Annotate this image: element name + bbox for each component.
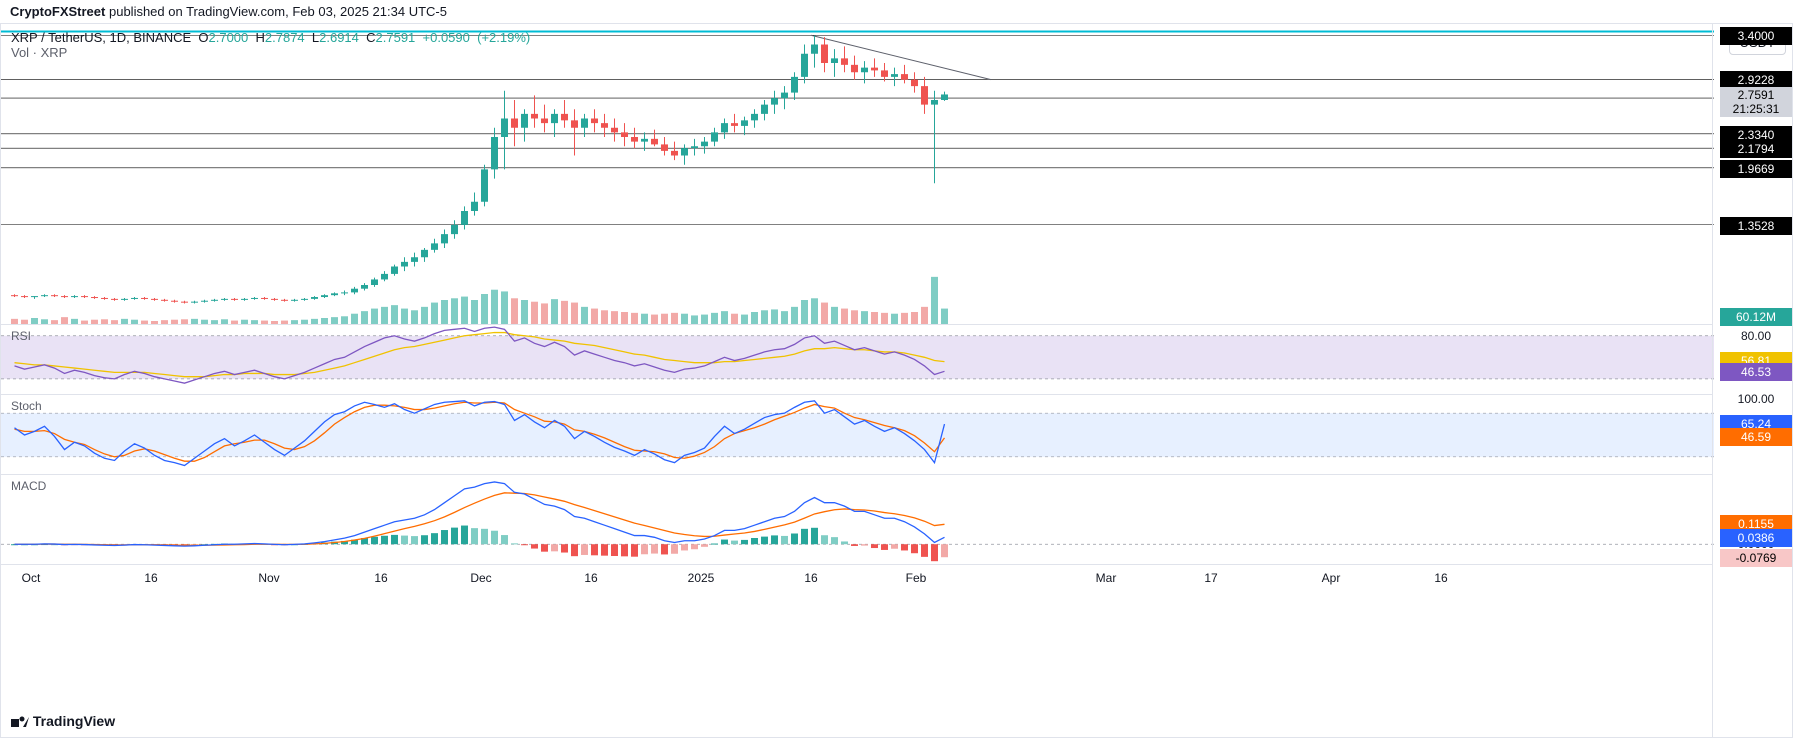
symbol-legend: XRP / TetherUS, 1D, BINANCE O2.7000 H2.7… [11,30,530,60]
rsi-pane[interactable]: RSI [1,324,1712,394]
axis-tag: 46.53 [1720,363,1792,381]
price-chart[interactable] [1,24,1714,324]
rsi-label: RSI [11,329,31,343]
time-tick: Mar [1096,571,1117,585]
stoch-chart[interactable] [1,395,1714,475]
price-axis: USDT 3.40002.92282.72122.33402.17941.966… [1712,24,1792,737]
tradingview-logo: TradingView [11,713,115,729]
time-tick: Oct [22,571,41,585]
last-price-tag: 2.759121:25:31 [1720,87,1792,117]
time-tick: 16 [144,571,157,585]
stoch-pane[interactable]: Stoch [1,394,1712,474]
rsi-chart[interactable] [1,325,1714,395]
axis-tag: 46.59 [1720,428,1792,446]
axis-tag: 0.0386 [1720,529,1792,547]
time-tick: Apr [1322,571,1341,585]
axis-tag: 3.4000 [1720,27,1792,45]
price-pane[interactable]: XRP / TetherUS, 1D, BINANCE O2.7000 H2.7… [1,24,1712,324]
time-tick: 16 [1434,571,1447,585]
time-tick: Dec [470,571,491,585]
time-axis: Oct 16 Nov 16 Dec 16 2025 16 Feb Mar 17 Apr 16 [1,564,1712,592]
time-tick: 16 [374,571,387,585]
stoch-label: Stoch [11,399,42,413]
time-tick: 16 [584,571,597,585]
time-tick: 16 [804,571,817,585]
published-on: published on TradingView.com, [109,4,289,19]
axis-tag: 1.9669 [1720,160,1792,178]
time-tick: Nov [258,571,279,585]
publish-header: CryptoFXStreet published on TradingView.… [0,0,1793,23]
macd-pane[interactable]: MACD [1,474,1712,564]
publish-timestamp: Feb 03, 2025 21:34 UTC-5 [292,4,447,19]
axis-tag: 2.1794 [1720,140,1792,158]
chart-container[interactable]: XRP / TetherUS, 1D, BINANCE O2.7000 H2.7… [0,23,1793,738]
publisher-name: CryptoFXStreet [10,4,105,19]
time-tick: Feb [906,571,927,585]
axis-tag: 60.12M [1720,308,1792,326]
axis-tag: 1.3528 [1720,217,1792,235]
axis-tag: -0.0769 [1720,549,1792,567]
time-tick: 17 [1204,571,1217,585]
macd-label: MACD [11,479,46,493]
macd-chart[interactable] [1,475,1714,565]
time-tick: 2025 [688,571,715,585]
